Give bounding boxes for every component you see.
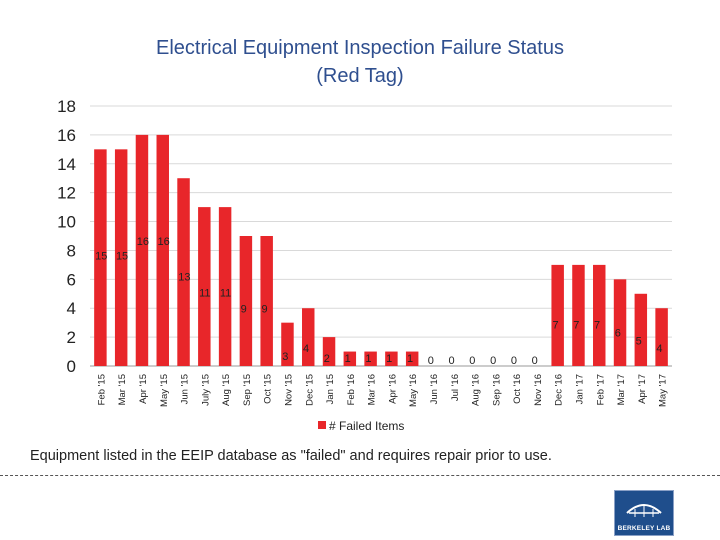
- x-tick-label: Mar '15: [117, 374, 128, 405]
- bar: [343, 351, 357, 366]
- x-tick-label: Apr '16: [387, 374, 398, 404]
- x-tick-label: Mar '16: [367, 374, 378, 405]
- y-tick-label: 14: [57, 155, 76, 174]
- x-tick-label: Feb '17: [595, 374, 606, 405]
- y-tick-label: 18: [57, 97, 76, 116]
- x-tick-label: Oct '16: [512, 374, 523, 404]
- x-tick-label: Mar '17: [616, 374, 627, 405]
- data-label: 0: [490, 355, 496, 367]
- data-label: 5: [636, 335, 642, 347]
- y-tick-label: 10: [57, 213, 76, 232]
- bar: [239, 236, 253, 366]
- logo-text: BERKELEY LAB: [617, 525, 671, 532]
- data-label: 4: [656, 343, 662, 355]
- data-label: 9: [261, 304, 267, 316]
- bar: [114, 149, 128, 366]
- bar: [281, 322, 294, 366]
- x-tick-label: May '16: [408, 374, 419, 407]
- data-label: 0: [428, 355, 434, 367]
- chart-title-line1: Electrical Equipment Inspection Failure …: [156, 37, 564, 59]
- y-tick-label: 6: [67, 270, 76, 289]
- bar: [94, 149, 107, 366]
- bar: [385, 351, 398, 366]
- data-label: 13: [178, 272, 190, 284]
- x-tick-label: Sep '16: [491, 374, 502, 406]
- bar: [593, 264, 606, 366]
- data-label: 11: [220, 288, 231, 300]
- x-tick-label: Aug '15: [221, 374, 232, 406]
- data-label: 0: [511, 355, 517, 367]
- bar: [135, 134, 149, 366]
- x-tick-label: Dec '15: [304, 374, 315, 406]
- data-label: 1: [345, 353, 351, 365]
- bar: [302, 308, 315, 366]
- data-label: 11: [199, 288, 210, 300]
- data-label: 0: [449, 355, 455, 367]
- x-tick-label: Oct '15: [263, 374, 274, 404]
- data-label: 9: [241, 304, 247, 316]
- chart-title-line2: (Red Tag): [316, 65, 404, 87]
- y-tick-label: 12: [57, 184, 76, 203]
- x-tick-label: Jun '15: [180, 374, 191, 404]
- data-label: 15: [95, 250, 107, 262]
- data-label: 7: [594, 319, 600, 331]
- data-label: 1: [365, 353, 371, 365]
- data-label: 15: [116, 250, 128, 262]
- x-tick-label: Jul '16: [450, 374, 461, 401]
- data-label: 1: [407, 353, 413, 365]
- x-tick-label: Jun '16: [429, 374, 440, 404]
- x-tick-label: Jan '15: [325, 374, 336, 404]
- data-label: 3: [282, 351, 288, 363]
- data-label: 7: [552, 319, 558, 331]
- bar: [613, 279, 627, 366]
- x-tick-label: Sep '15: [242, 374, 253, 406]
- y-tick-label: 2: [67, 328, 76, 347]
- y-tick-label: 8: [67, 241, 76, 260]
- x-tick-label: July '15: [200, 374, 211, 406]
- bar: [218, 207, 232, 366]
- x-tick-label: May '15: [159, 374, 170, 407]
- x-tick-label: Jan '17: [574, 374, 585, 404]
- chart-caption: Equipment listed in the EEIP database as…: [30, 448, 552, 464]
- data-label: 16: [158, 236, 170, 248]
- x-tick-label: Nov '16: [533, 374, 544, 406]
- berkeley-lab-logo: BERKELEY LAB: [614, 490, 674, 536]
- data-label: 4: [303, 343, 309, 355]
- divider: [0, 475, 720, 476]
- chart-title: Electrical Equipment Inspection Failure …: [60, 34, 660, 90]
- x-tick-label: Dec '16: [554, 374, 565, 406]
- bar: [177, 178, 190, 366]
- bar: [551, 264, 564, 366]
- bar: [405, 351, 419, 366]
- legend-label: # Failed Items: [329, 419, 404, 433]
- x-tick-label: Feb '15: [96, 374, 107, 405]
- y-tick-label: 16: [57, 126, 76, 145]
- x-tick-label: Apr '15: [138, 374, 149, 404]
- data-label: 6: [615, 327, 621, 339]
- x-tick-label: Nov '15: [283, 374, 294, 406]
- bar: [156, 134, 169, 366]
- bar: [634, 293, 648, 366]
- bar: [572, 264, 585, 366]
- data-label: 0: [469, 355, 475, 367]
- y-tick-label: 0: [67, 357, 76, 376]
- x-tick-label: Feb '16: [346, 374, 357, 405]
- bar: [322, 337, 336, 366]
- data-label: 2: [324, 353, 330, 365]
- data-label: 16: [137, 236, 149, 248]
- data-label: 7: [573, 319, 579, 331]
- data-label: 1: [386, 353, 392, 365]
- data-label: 0: [532, 355, 538, 367]
- bar: [260, 236, 273, 366]
- x-tick-label: May '17: [658, 374, 669, 407]
- x-tick-label: Apr '17: [637, 374, 648, 404]
- bar: [198, 207, 211, 366]
- x-tick-label: Aug '16: [471, 374, 482, 406]
- bar: [655, 308, 668, 366]
- bar: [364, 351, 377, 366]
- legend-swatch: [318, 421, 326, 429]
- y-tick-label: 4: [67, 299, 76, 318]
